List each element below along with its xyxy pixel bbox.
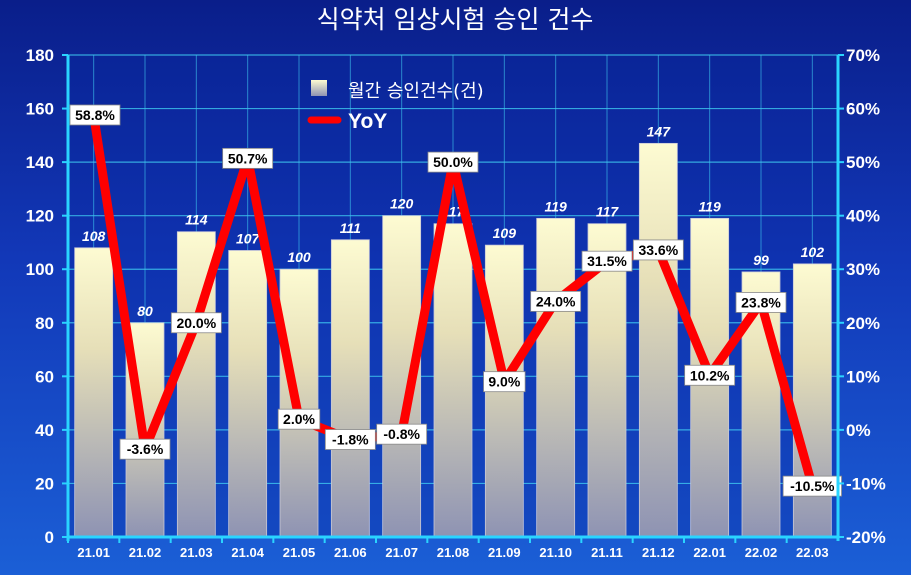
y2-tick-label: 40% [846,207,880,226]
bar-value-label: 108 [82,228,106,244]
legend-bar-swatch [311,80,327,96]
y-tick-label: 140 [26,153,54,172]
x-tick-label: 21.10 [539,545,572,560]
yoy-label-box [324,429,376,450]
yoy-value-labels: 58.8% -3.6% 20.0% 50.7% 2.0% -1.8% -0.8% 50.0% 9… [69,104,842,497]
bar-value-label: 107 [236,230,261,246]
bar-21.06 [330,239,370,538]
bar-value-label: 117 [596,204,620,220]
y2-tick-label: 60% [846,100,880,119]
bar-21.01 [74,247,114,538]
x-tick-label: 21.04 [231,545,264,560]
x-tick-label: 21.08 [437,545,470,560]
bar-value-label: 120 [390,196,414,212]
yoy-value-label: -1.8% [332,432,369,448]
y-tick-label: 40 [35,421,54,440]
y-tick-label: 120 [26,207,54,226]
y2-tick-label: 0% [846,421,871,440]
bar-value-label: 109 [493,225,517,241]
yoy-value-label: 2.0% [283,411,315,427]
bar-21.10 [536,217,576,538]
x-tick-label: 21.11 [591,545,623,560]
y2-tick-label: 10% [846,367,880,386]
y-tick-label: 160 [26,100,54,119]
y-tick-label: 60 [35,367,54,386]
bar-value-label: 147 [647,123,672,139]
y2-tick-label: -20% [846,528,886,547]
yoy-label-box [170,312,222,334]
bar-value-label: 102 [801,244,825,260]
yoy-label-box [483,371,526,393]
legend-line-label: YoY [348,110,387,133]
y-tick-label: 180 [26,46,54,65]
yoy-label-box [735,292,787,313]
x-tick-label: 21.03 [180,545,213,560]
bar-value-label: 119 [699,198,722,214]
x-tick-label: 21.05 [283,545,316,560]
x-tick-label: 22.03 [796,545,829,560]
bar-21.04 [228,250,268,538]
bar-21.08 [433,223,473,538]
y-tick-label: 0 [45,528,54,547]
y-tick-label: 100 [26,260,54,279]
yoy-value-label: 50.7% [228,150,268,166]
yoy-value-label: 58.8% [75,107,115,123]
x-tick-label: 21.01 [77,545,110,560]
yoy-label-box [376,423,428,445]
y2-tick-label: -10% [846,474,886,493]
yoy-value-label: 23.8% [741,294,781,310]
yoy-value-label: 9.0% [488,374,520,390]
x-tick-label: 21.09 [488,545,521,560]
yoy-value-label: 20.0% [176,315,216,331]
bar-value-label: 114 [185,212,208,228]
yoy-label-box [530,290,582,312]
y-tick-label: 20 [35,474,54,493]
chart-title: 식약처 임상시험 승인 건수 [317,5,594,34]
yoy-label-box [427,151,479,173]
y2-tick-label: 20% [846,314,880,333]
yoy-value-label: -0.8% [383,426,420,442]
yoy-label-box [277,408,321,430]
x-tick-label: 21.07 [385,545,418,560]
x-tick-label: 21.06 [334,545,367,560]
yoy-label-box [119,438,171,460]
axes: 0 20 40 60 80 100 120 140 160 180 -20% -10% 0% 10% 20%… [26,46,886,560]
y2-tick-label: 70% [846,46,880,65]
x-tick-label: 22.01 [693,545,726,560]
yoy-value-label: -3.6% [127,441,164,457]
yoy-value-label: -10.5% [790,478,835,494]
yoy-label-box [69,104,121,126]
x-tick-label: 21.02 [129,545,162,560]
bar-value-label: 119 [545,198,568,214]
yoy-value-label: 24.0% [536,293,576,309]
bar-value-label: 80 [137,303,153,319]
yoy-label-box [782,475,842,497]
y2-tick-label: 30% [846,260,880,279]
legend-bar-label: 월간 승인건수(건) [348,81,484,102]
y2-tick-label: 50% [846,153,880,172]
x-tick-label: 21.12 [642,545,675,560]
bar-value-label: 111 [340,220,361,236]
bar-21.12 [638,142,678,538]
yoy-label-box [581,250,633,272]
yoy-label-box [684,364,736,386]
bar-value-label: 99 [753,252,769,268]
yoy-label-box [222,147,274,169]
y-tick-label: 80 [35,314,54,333]
yoy-value-label: 50.0% [433,154,473,170]
yoy-label-box [632,239,684,261]
yoy-value-label: 31.5% [587,253,627,269]
legend: 월간 승인건수(건) YoY [307,80,484,133]
x-tick-label: 22.02 [745,545,778,560]
yoy-value-label: 10.2% [690,367,730,383]
yoy-value-label: 33.6% [638,242,678,258]
bar-value-label: 100 [287,249,311,265]
